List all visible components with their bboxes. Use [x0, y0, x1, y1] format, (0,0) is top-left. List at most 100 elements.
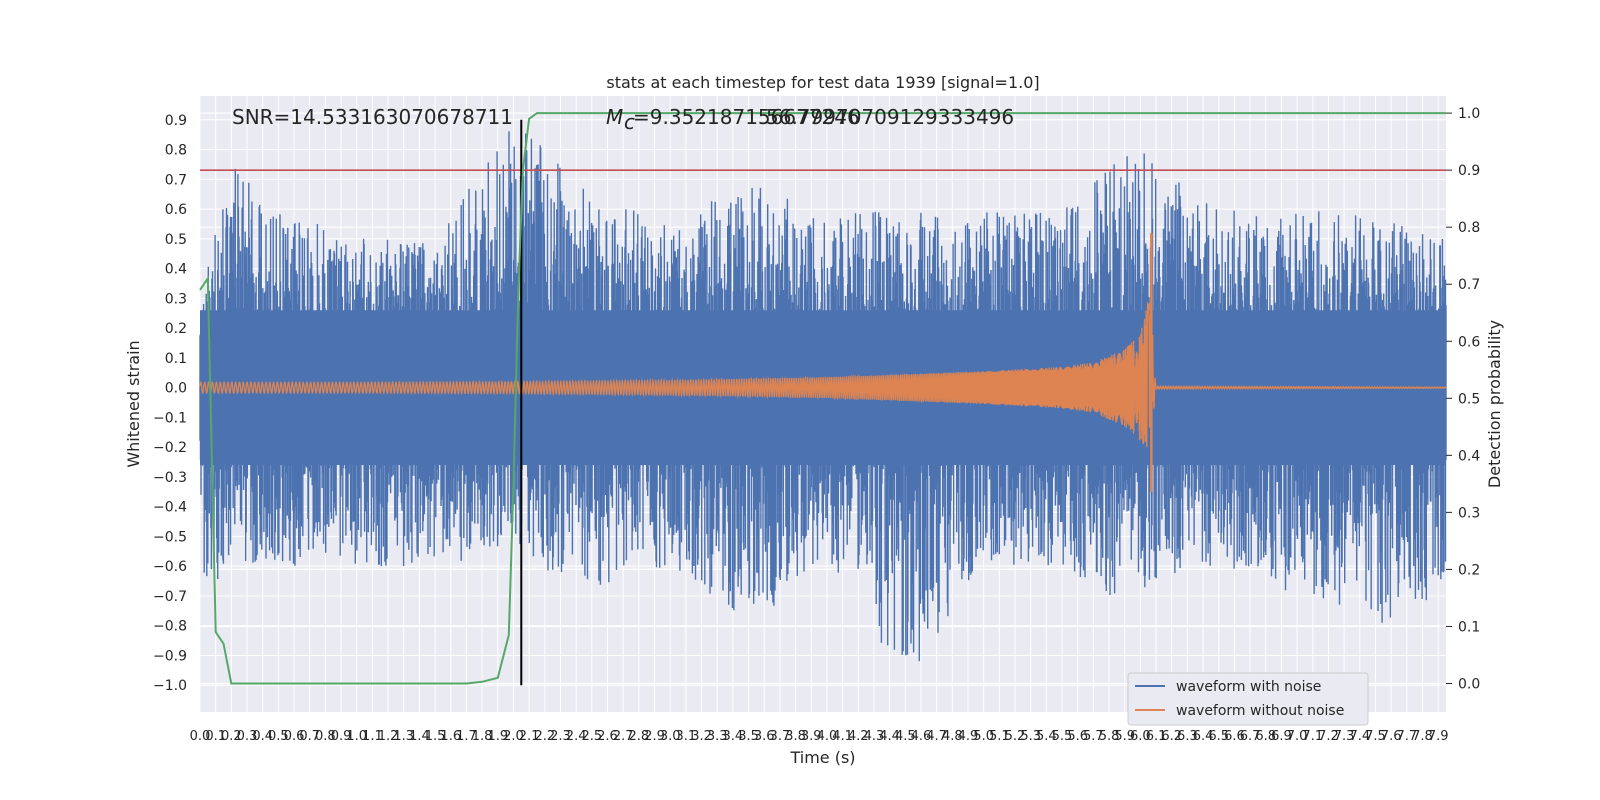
- series-waveform-without-noise: [199, 232, 1447, 492]
- x-tick-label: 0.9: [331, 729, 352, 744]
- y2-tick-label: 0.9: [1458, 163, 1480, 179]
- x-tick-label: 4.6: [911, 729, 932, 744]
- x-tick-label: 2.3: [550, 729, 571, 744]
- x-tick-label: 3.4: [723, 729, 744, 744]
- x-tick-label: 4.3: [864, 729, 885, 744]
- y2-tick-label: 0.1: [1458, 619, 1480, 635]
- x-axis-ticks: 0.00.10.20.30.40.50.60.70.80.91.01.11.21…: [190, 729, 1449, 744]
- x-tick-label: 1.9: [487, 729, 508, 744]
- y-tick-label: 0.3: [165, 291, 187, 307]
- y-tick-label: −0.5: [153, 529, 187, 545]
- overlap-annotation: 56.79970709129333496: [766, 105, 1014, 129]
- y-tick-label: 0.5: [165, 232, 187, 248]
- x-tick-label: 5.8: [1099, 729, 1120, 744]
- mc-subscript: c: [624, 110, 635, 134]
- y-tick-label: −0.1: [153, 410, 187, 426]
- x-tick-label: 3.1: [676, 729, 697, 744]
- legend: waveform with noise waveform without noi…: [1127, 672, 1369, 726]
- x-tick-label: 5.6: [1067, 729, 1088, 744]
- legend-label-clean: waveform without noise: [1176, 703, 1344, 719]
- x-tick-label: 0.0: [190, 729, 211, 744]
- x-tick-label: 5.4: [1036, 729, 1057, 744]
- x-tick-label: 6.4: [1193, 729, 1214, 744]
- x-tick-label: 0.8: [315, 729, 336, 744]
- x-tick-label: 7.3: [1334, 729, 1355, 744]
- y-tick-label: −0.8: [153, 619, 187, 635]
- x-tick-label: 2.1: [519, 729, 540, 744]
- y-tick-label: 0.9: [165, 113, 187, 129]
- x-tick-label: 3.8: [785, 729, 806, 744]
- x-tick-label: 1.3: [393, 729, 414, 744]
- y2-tick-label: 1.0: [1458, 106, 1480, 122]
- x-tick-label: 7.5: [1365, 729, 1386, 744]
- x-tick-label: 4.9: [958, 729, 979, 744]
- x-tick-label: 5.3: [1020, 729, 1041, 744]
- y-tick-label: 0.8: [165, 143, 187, 159]
- series-detection-probability: [199, 112, 1446, 685]
- x-tick-label: 2.7: [613, 729, 634, 744]
- x-tick-label: 2.4: [566, 729, 587, 744]
- x-tick-label: 5.1: [989, 729, 1010, 744]
- x-tick-label: 3.0: [660, 729, 681, 744]
- y2-axis-ticks: 1.0 0.9 0.8 0.7 0.6 0.5 0.4 0.3 0.2 0.1 0.0: [1446, 106, 1480, 692]
- y-tick-label: −1.0: [153, 678, 187, 694]
- y-tick-label: −0.3: [153, 470, 187, 486]
- y-axis-label: Whitened strain: [124, 340, 143, 467]
- x-tick-label: 0.4: [252, 729, 273, 744]
- legend-label-noise: waveform with noise: [1176, 679, 1321, 695]
- y-tick-label: −0.9: [153, 648, 187, 664]
- x-tick-label: 3.9: [801, 729, 822, 744]
- x-tick-label: 2.8: [628, 729, 649, 744]
- y2-tick-label: 0.0: [1458, 676, 1480, 692]
- y-tick-label: −0.6: [153, 559, 187, 575]
- x-tick-label: 2.2: [534, 729, 555, 744]
- x-tick-label: 1.7: [456, 729, 477, 744]
- chart-title: stats at each timestep for test data 193…: [606, 73, 1039, 92]
- x-tick-label: 6.5: [1208, 729, 1229, 744]
- x-tick-label: 0.5: [268, 729, 289, 744]
- mc-annotation: =9.352187156677246: [633, 105, 860, 129]
- y-tick-label: 0.6: [165, 202, 187, 218]
- x-tick-label: 4.4: [879, 729, 900, 744]
- x-tick-label: 5.2: [1005, 729, 1026, 744]
- y-tick-label: 0.7: [165, 172, 187, 188]
- x-tick-label: 2.6: [597, 729, 618, 744]
- x-tick-label: 4.8: [942, 729, 963, 744]
- x-axis-label: Time (s): [789, 748, 855, 767]
- x-tick-label: 7.6: [1381, 729, 1402, 744]
- x-tick-label: 4.2: [848, 729, 869, 744]
- x-tick-label: 4.1: [832, 729, 853, 744]
- y-tick-label: −0.4: [153, 500, 187, 516]
- x-tick-label: 0.6: [284, 729, 305, 744]
- x-tick-label: 6.1: [1146, 729, 1167, 744]
- x-tick-label: 4.0: [817, 729, 838, 744]
- x-tick-label: 5.7: [1083, 729, 1104, 744]
- y-tick-label: 0.1: [165, 351, 187, 367]
- y-tick-label: 0.0: [165, 381, 187, 397]
- x-tick-label: 7.0: [1287, 729, 1308, 744]
- x-tick-label: 6.8: [1255, 729, 1276, 744]
- x-tick-label: 5.0: [973, 729, 994, 744]
- y2-tick-label: 0.6: [1458, 334, 1480, 350]
- x-tick-label: 3.2: [691, 729, 712, 744]
- x-tick-label: 0.3: [237, 729, 258, 744]
- x-tick-label: 1.4: [409, 729, 430, 744]
- mc-symbol: M: [606, 105, 623, 129]
- y2-tick-label: 0.8: [1458, 220, 1480, 236]
- x-tick-label: 3.6: [754, 729, 775, 744]
- y2-axis-label: Detection probability: [1485, 320, 1504, 488]
- x-tick-label: 6.2: [1161, 729, 1182, 744]
- y2-tick-label: 0.2: [1458, 562, 1480, 578]
- x-tick-label: 1.8: [472, 729, 493, 744]
- x-tick-label: 7.4: [1349, 729, 1370, 744]
- x-tick-label: 3.3: [707, 729, 728, 744]
- x-tick-label: 3.7: [770, 729, 791, 744]
- legend-box: [1127, 672, 1369, 726]
- x-tick-label: 6.0: [1130, 729, 1151, 744]
- x-tick-label: 4.5: [895, 729, 916, 744]
- y2-tick-label: 0.4: [1458, 448, 1480, 464]
- y2-tick-label: 0.5: [1458, 391, 1480, 407]
- y2-tick-label: 0.7: [1458, 277, 1480, 293]
